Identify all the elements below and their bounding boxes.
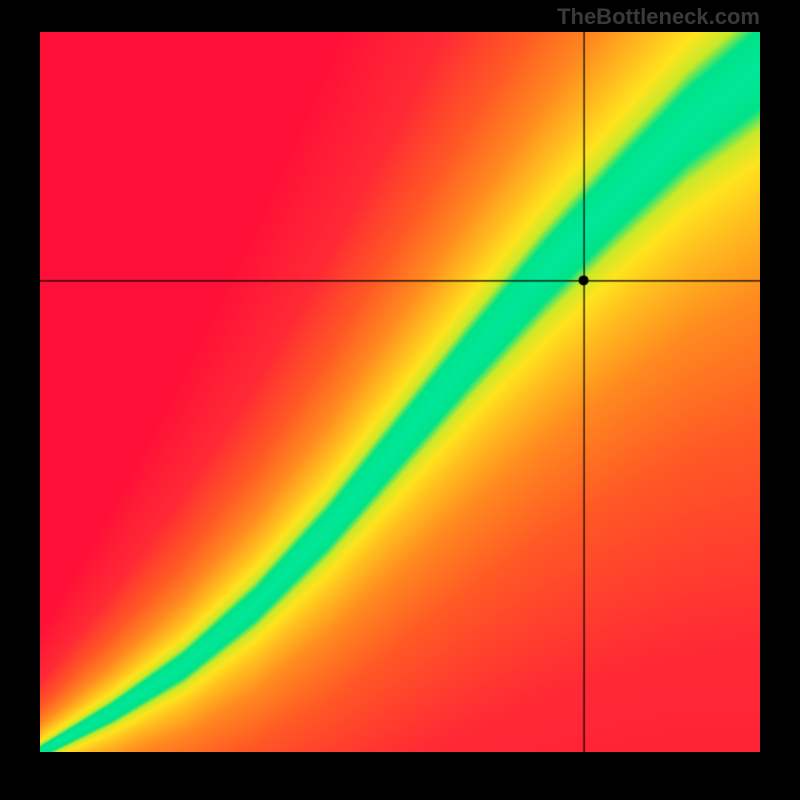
watermark-text: TheBottleneck.com — [557, 4, 760, 30]
crosshair-overlay — [40, 32, 760, 752]
bottleneck-heatmap — [40, 32, 760, 752]
